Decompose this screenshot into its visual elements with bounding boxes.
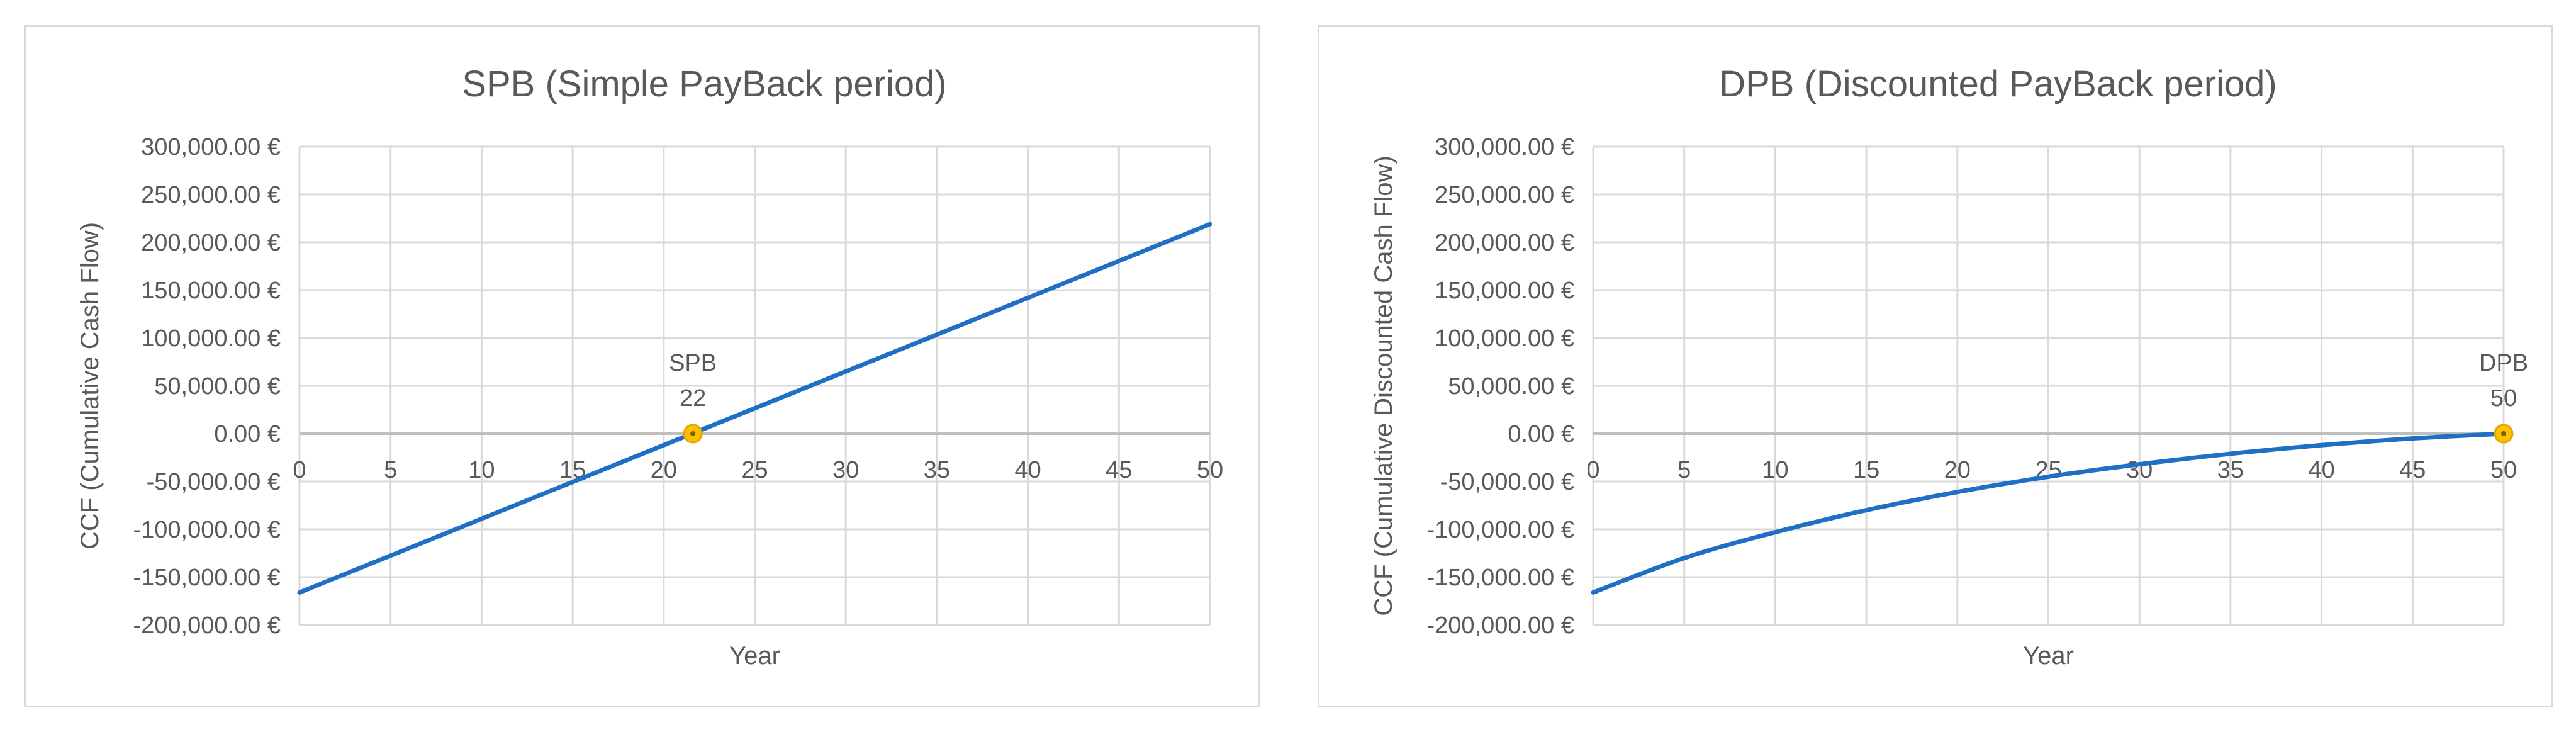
x-tick-label: 50	[2490, 457, 2517, 483]
x-axis-title: Year	[2023, 642, 2074, 670]
y-tick-label: -150,000.00 €	[133, 565, 281, 591]
x-tick-label: 20	[651, 457, 677, 483]
y-axis-title: CCF (Cumulative Discounted Cash Flow)	[1370, 155, 1397, 616]
x-tick-label: 10	[468, 457, 495, 483]
x-tick-label: 40	[2308, 457, 2334, 483]
chart-title: DPB (Discounted PayBack period)	[1719, 64, 2277, 104]
chart-title: SPB (Simple PayBack period)	[462, 64, 946, 104]
x-tick-label: 0	[1586, 457, 1599, 483]
x-tick-label: 50	[1197, 457, 1223, 483]
x-tick-label: 40	[1014, 457, 1041, 483]
y-axis-title: CCF (Cumulative Cash Flow)	[76, 222, 104, 549]
y-tick-label: 50,000.00 €	[1448, 373, 1574, 400]
spb-chart-svg: SPB (Simple PayBack period) 300,000.00 € 2…	[76, 64, 1223, 670]
x-axis-title: Year	[729, 642, 780, 670]
x-tick-label: 15	[1853, 457, 1879, 483]
x-tick-label: 45	[1106, 457, 1132, 483]
payback-label-value: 22	[680, 385, 706, 412]
dpb-chart-svg: DPB (Discounted PayBack period) 300,000.0…	[1370, 64, 2528, 670]
x-tick-label: 30	[832, 457, 859, 483]
y-tick-label: 300,000.00 €	[141, 134, 281, 160]
payback-marker-center	[690, 431, 696, 436]
y-tick-label: 300,000.00 €	[1435, 134, 1574, 160]
y-tick-label: 200,000.00 €	[1435, 230, 1574, 256]
y-tick-label: 150,000.00 €	[1435, 278, 1574, 304]
y-tick-label: 200,000.00 €	[141, 230, 281, 256]
y-tick-label: 250,000.00 €	[141, 182, 281, 208]
y-tick-label: -200,000.00 €	[1426, 612, 1574, 639]
x-tick-label: 35	[924, 457, 950, 483]
y-tick-label: -50,000.00 €	[1440, 469, 1574, 495]
payback-marker-center	[2501, 431, 2506, 436]
x-tick-label: 5	[384, 457, 397, 483]
payback-label-name: SPB	[669, 350, 717, 376]
y-tick-label: -200,000.00 €	[133, 612, 281, 639]
x-tick-label: 20	[1944, 457, 1971, 483]
series-line	[297, 222, 1212, 595]
y-tick-label: 50,000.00 €	[154, 373, 281, 400]
payback-label-name: DPB	[2479, 350, 2528, 376]
y-tick-label: -100,000.00 €	[1426, 517, 1574, 543]
y-tick-label: -150,000.00 €	[1426, 565, 1574, 591]
y-tick-label: 0.00 €	[1508, 421, 1574, 448]
y-tick-label: 100,000.00 €	[1435, 325, 1574, 352]
x-tick-label: 10	[1762, 457, 1788, 483]
y-tick-label: -100,000.00 €	[133, 517, 281, 543]
dpb-chart-panel: DPB (Discounted PayBack period) 300,000.0…	[1318, 25, 2553, 707]
x-tick-label: 35	[2217, 457, 2244, 483]
y-tick-label: 150,000.00 €	[141, 278, 281, 304]
payback-label-value: 50	[2490, 385, 2517, 412]
y-tick-label: 250,000.00 €	[1435, 182, 1574, 208]
y-tick-label: 100,000.00 €	[141, 325, 281, 352]
y-tick-label: -50,000.00 €	[147, 469, 281, 495]
x-tick-label: 5	[1677, 457, 1691, 483]
spb-chart-panel: SPB (Simple PayBack period) 300,000.00 € 2…	[24, 25, 1260, 707]
x-tick-label: 25	[741, 457, 768, 483]
x-tick-label: 45	[2399, 457, 2426, 483]
y-tick-label: 0.00 €	[214, 421, 281, 448]
series-line	[1591, 431, 2506, 595]
x-tick-label: 0	[293, 457, 306, 483]
